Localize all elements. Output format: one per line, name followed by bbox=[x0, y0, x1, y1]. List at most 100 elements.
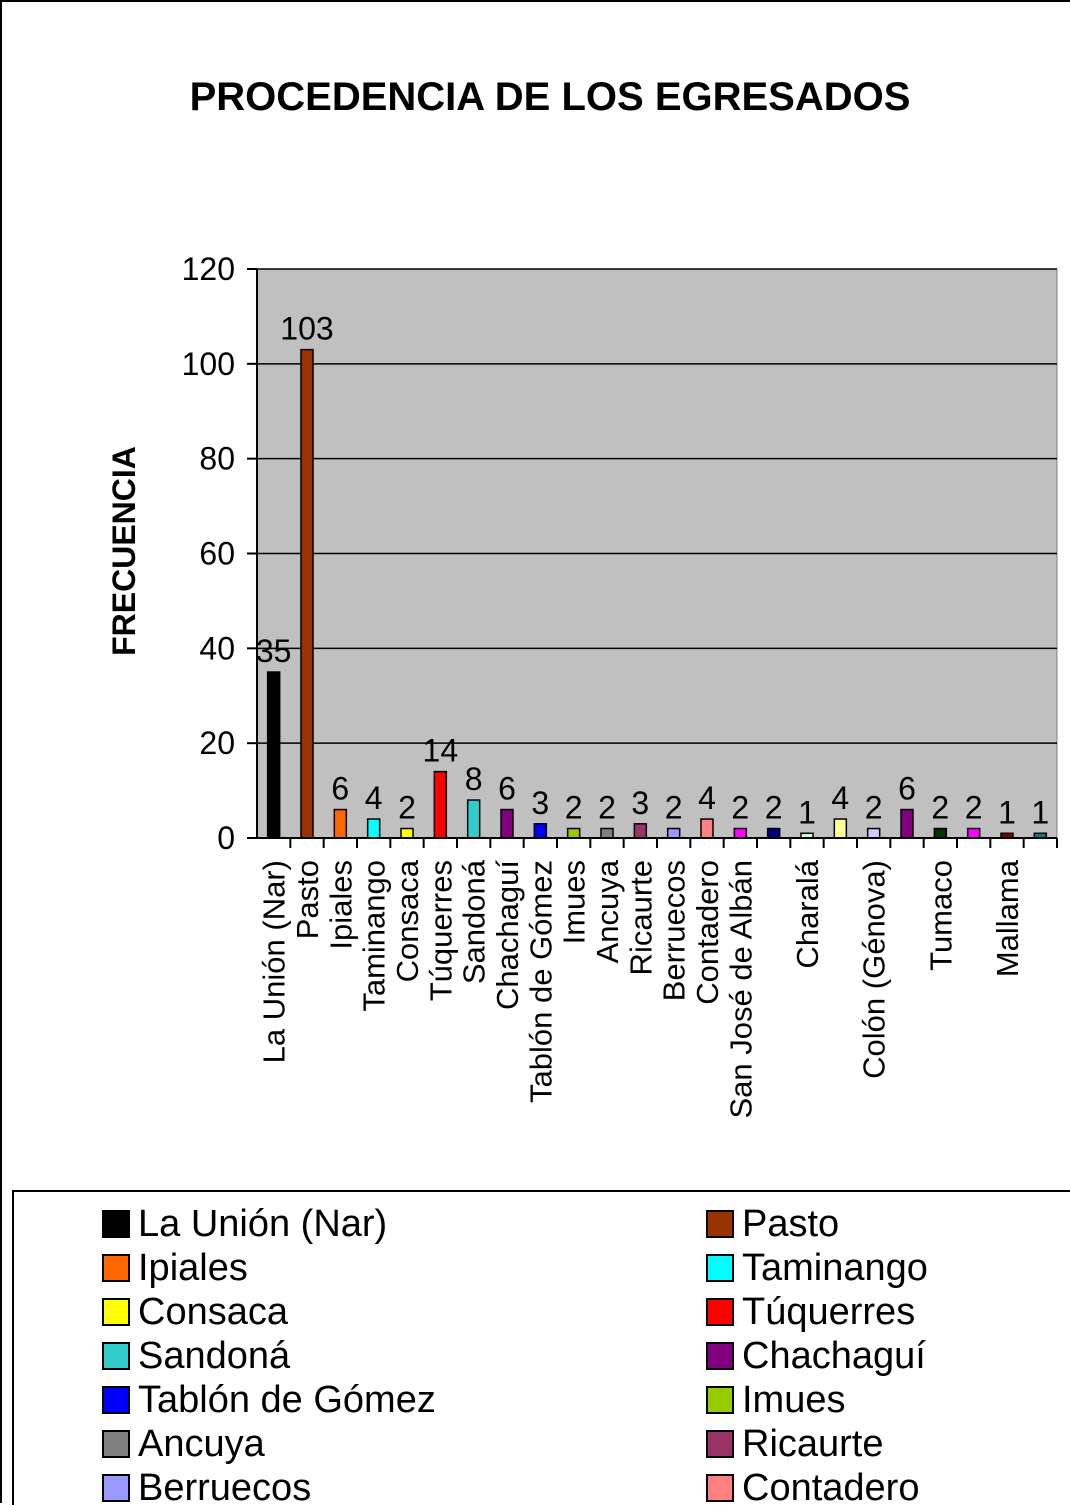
legend-label: Tablón de Gómez bbox=[138, 1379, 436, 1421]
bar bbox=[466, 799, 481, 839]
axis-ticks: 0 20 40 60 80 100 120 La Unión (Nar)PastoIpiale… bbox=[182, 251, 1058, 1119]
x-category-label: Charalá bbox=[790, 859, 825, 968]
legend-swatch bbox=[706, 1210, 734, 1238]
legend-label: Ricaurte bbox=[742, 1423, 884, 1465]
legend-label: Ancuya bbox=[138, 1423, 265, 1465]
x-category-label: Túquerres bbox=[423, 860, 458, 1001]
data-label: 1 bbox=[998, 794, 1016, 830]
data-label: 4 bbox=[698, 780, 716, 816]
y-tick-label: 80 bbox=[199, 441, 235, 477]
x-category-label: Ancuya bbox=[590, 859, 625, 963]
legend-item: Túquerres bbox=[706, 1290, 915, 1334]
bar bbox=[833, 818, 848, 839]
data-label: 2 bbox=[931, 790, 949, 826]
data-label: 6 bbox=[898, 771, 916, 807]
bar bbox=[366, 818, 381, 839]
legend-label: Berruecos bbox=[138, 1467, 312, 1505]
legend-item: Ipiales bbox=[102, 1246, 248, 1290]
legend-swatch bbox=[102, 1342, 130, 1370]
legend-label: La Unión (Nar) bbox=[138, 1203, 388, 1245]
x-category-label: Mallama bbox=[990, 859, 1025, 977]
x-category-label: Tablón de Gómez bbox=[523, 860, 558, 1103]
data-label: 6 bbox=[498, 771, 516, 807]
x-category-label: La Unión (Nar) bbox=[257, 860, 292, 1063]
x-category-label: Sandoná bbox=[457, 859, 492, 984]
y-tick-label: 40 bbox=[199, 630, 235, 666]
legend-label: Taminango bbox=[742, 1247, 928, 1289]
legend-item: Contadero bbox=[706, 1466, 919, 1505]
legend-label: Imues bbox=[742, 1379, 846, 1421]
legend-swatch bbox=[706, 1342, 734, 1370]
bar-chart: PROCEDENCIA DE LOS EGRESADOS FRECUENCIA … bbox=[106, 75, 1058, 1119]
legend-swatch bbox=[102, 1386, 130, 1414]
y-tick-label: 100 bbox=[182, 346, 235, 382]
bar bbox=[566, 827, 581, 839]
x-category-label: Chachaguí bbox=[490, 860, 525, 1010]
legend-item: Consaca bbox=[102, 1290, 288, 1334]
legend-label: Túquerres bbox=[742, 1291, 916, 1333]
legend-label: Pasto bbox=[742, 1203, 840, 1245]
bar bbox=[300, 348, 314, 839]
x-category-label: Imues bbox=[557, 860, 592, 944]
data-label: 1 bbox=[798, 794, 816, 830]
data-label: 3 bbox=[631, 785, 649, 821]
chart-legend: La Unión (Nar) Pasto Ipiales Taminango Consa… bbox=[12, 1190, 1070, 1505]
bar bbox=[633, 823, 648, 839]
data-label: 8 bbox=[465, 761, 483, 797]
legend-item: Tablón de Gómez bbox=[102, 1378, 436, 1422]
legend-label: Sandoná bbox=[138, 1335, 291, 1377]
legend-item: Sandoná bbox=[102, 1334, 290, 1378]
x-category-label: Ipiales bbox=[323, 860, 358, 950]
legend-item: Chachaguí bbox=[706, 1334, 926, 1378]
legend-swatch bbox=[102, 1210, 130, 1238]
chart-title: PROCEDENCIA DE LOS EGRESADOS bbox=[190, 75, 911, 119]
bar bbox=[600, 827, 614, 839]
data-label: 2 bbox=[398, 790, 416, 826]
legend-label: Chachaguí bbox=[742, 1335, 926, 1377]
data-label: 103 bbox=[280, 311, 333, 347]
legend-swatch bbox=[102, 1430, 130, 1458]
data-label: 6 bbox=[331, 771, 349, 807]
data-label: 35 bbox=[256, 633, 292, 669]
x-category-label: San José de Albán bbox=[723, 860, 758, 1119]
legend-swatch bbox=[706, 1298, 734, 1326]
bar bbox=[866, 827, 881, 839]
legend-item: Ricaurte bbox=[706, 1422, 884, 1466]
x-category-label: Contadero bbox=[690, 860, 725, 1005]
x-category-label: Berruecos bbox=[657, 860, 692, 1001]
bar bbox=[266, 671, 281, 839]
data-label: 14 bbox=[423, 733, 459, 769]
x-category-label: Pasto bbox=[290, 860, 325, 939]
y-tick-label: 120 bbox=[182, 251, 235, 287]
legend-swatch bbox=[706, 1386, 734, 1414]
y-tick-label: 0 bbox=[217, 820, 235, 856]
x-category-label: Consaca bbox=[390, 859, 425, 982]
y-tick-label: 20 bbox=[199, 725, 235, 761]
x-category-label: Ricaurte bbox=[623, 860, 658, 975]
data-label: 3 bbox=[531, 785, 549, 821]
x-category-label: Taminango bbox=[357, 860, 392, 1012]
bar bbox=[500, 808, 514, 839]
legend-item: Ancuya bbox=[102, 1422, 265, 1466]
legend-label: Consaca bbox=[138, 1291, 288, 1333]
data-label: 1 bbox=[1031, 794, 1049, 830]
data-label: 2 bbox=[865, 790, 883, 826]
y-axis-title: FRECUENCIA bbox=[106, 446, 142, 656]
legend-swatch bbox=[102, 1474, 130, 1502]
legend-swatch bbox=[102, 1298, 130, 1326]
legend-swatch bbox=[706, 1474, 734, 1502]
bar bbox=[733, 827, 748, 839]
bar bbox=[533, 823, 548, 839]
bar bbox=[766, 827, 781, 839]
bar bbox=[933, 827, 948, 839]
legend-label: Ipiales bbox=[138, 1247, 248, 1289]
bar bbox=[433, 770, 448, 839]
legend-swatch bbox=[706, 1254, 734, 1282]
bar bbox=[700, 818, 714, 839]
data-label: 2 bbox=[965, 790, 983, 826]
bar bbox=[400, 827, 414, 839]
data-label: 4 bbox=[831, 780, 849, 816]
plot-area bbox=[256, 268, 1058, 839]
data-label: 4 bbox=[365, 780, 383, 816]
